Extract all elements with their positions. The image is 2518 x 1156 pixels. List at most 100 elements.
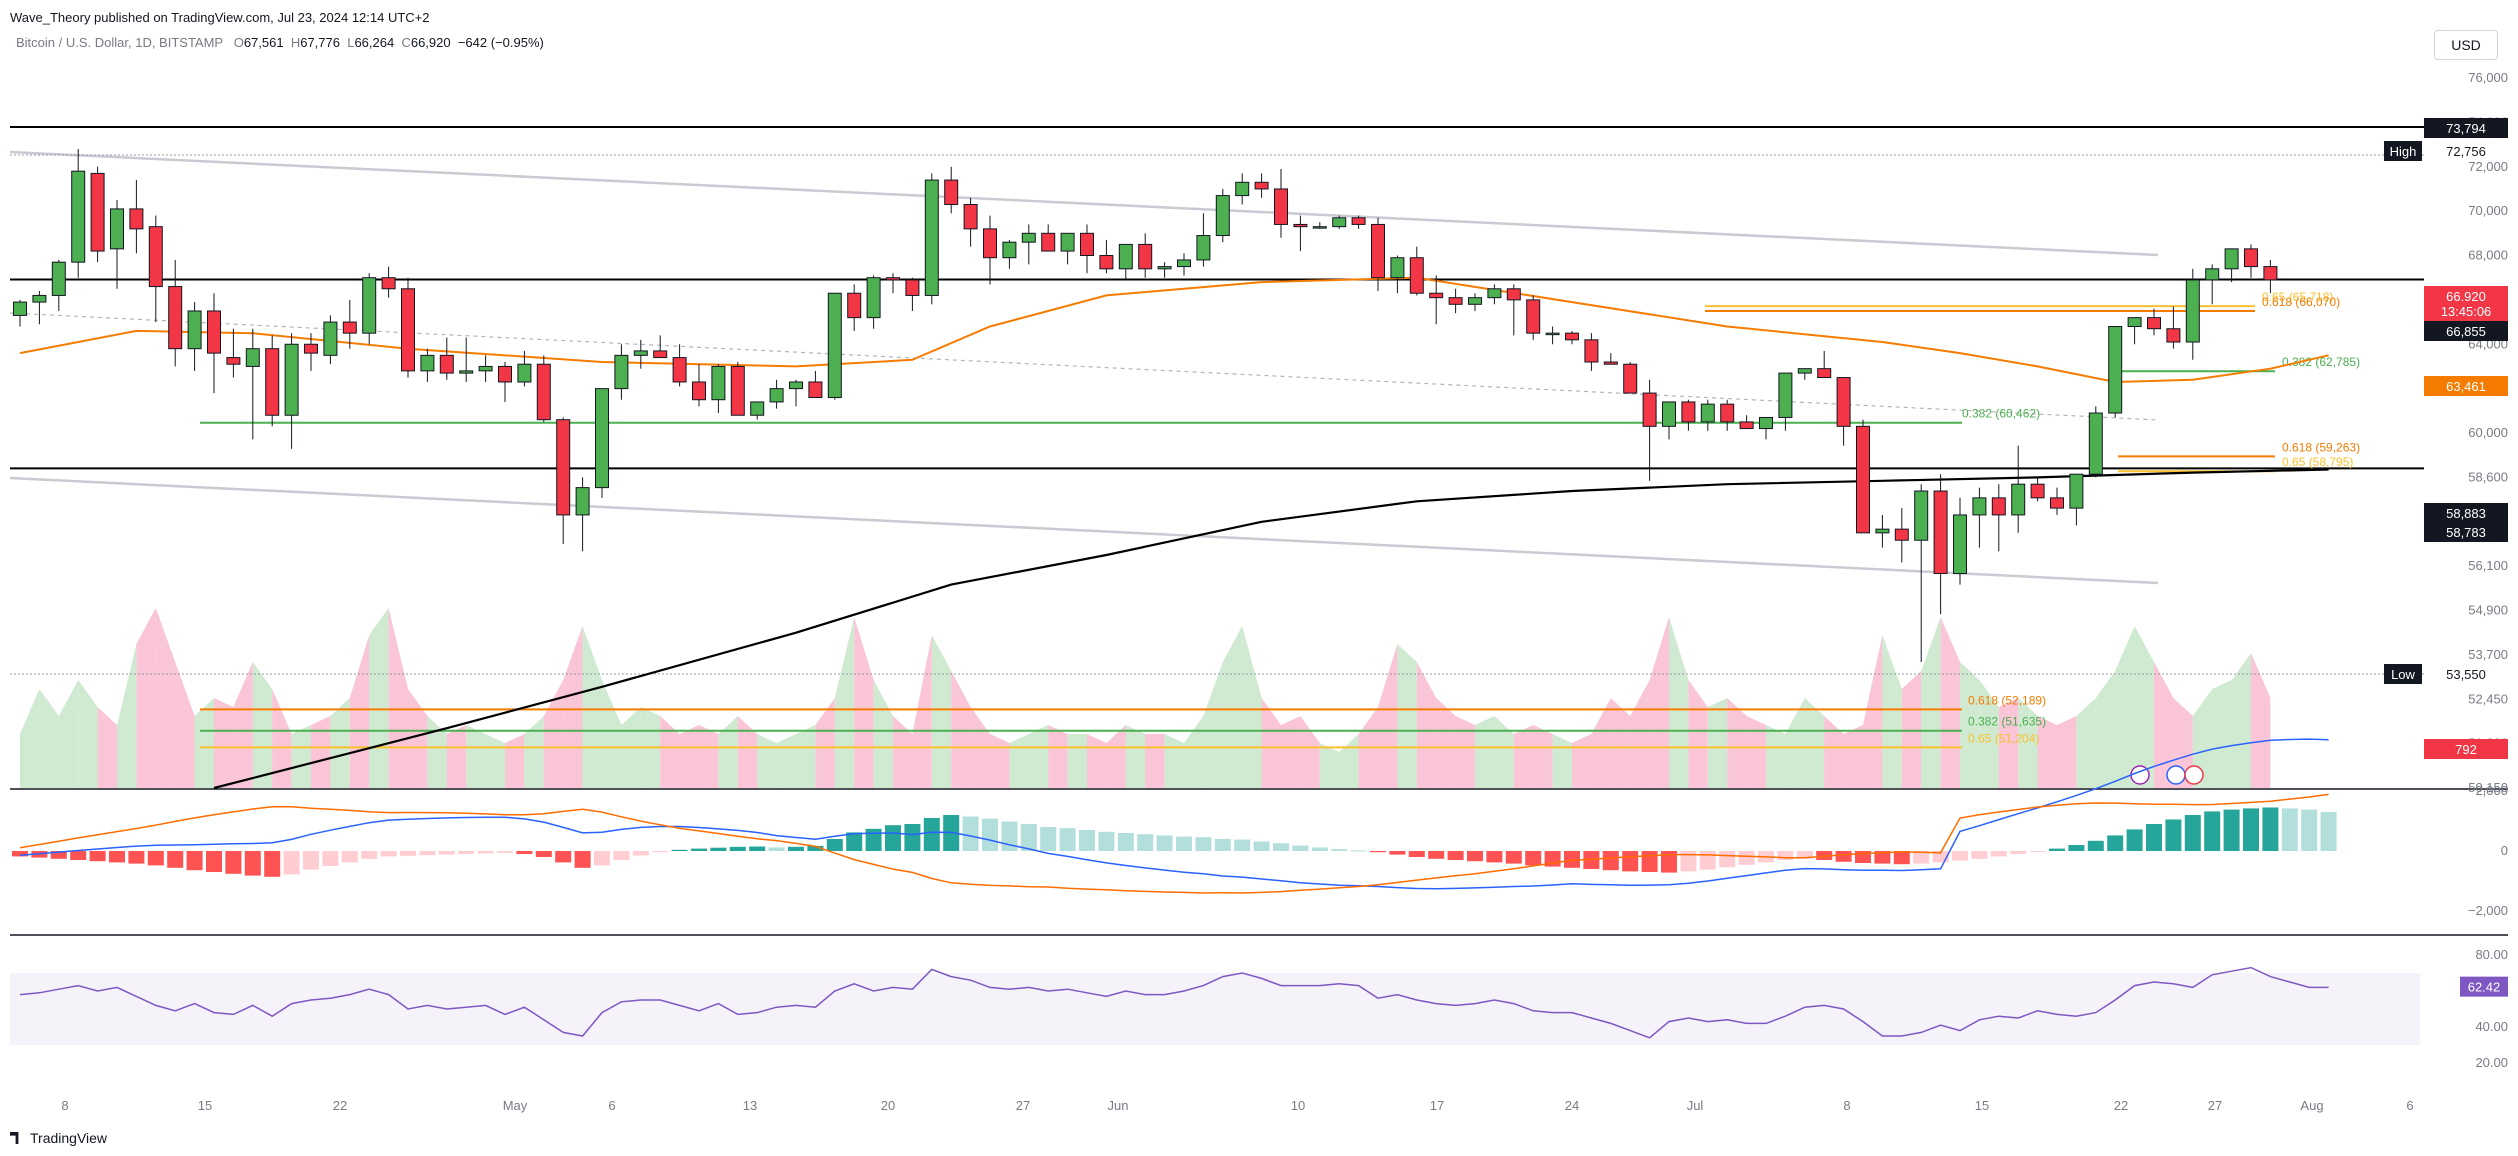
candle-body [1409,257,1424,294]
macd-histogram-bar [380,851,397,857]
symbol-name: Bitcoin / U.S. Dollar, 1D, BITSTAMP [16,35,223,50]
candle-body [129,208,144,230]
volume-area [1533,725,1553,788]
volume-area [2134,626,2154,788]
volume-area [1572,734,1592,788]
candle-body [2030,483,2045,499]
macd-histogram-bar [691,848,707,851]
volume-area [834,617,855,788]
volume-area [1707,698,1728,788]
candle-body [924,179,939,296]
candle-body [692,381,706,401]
time-axis-tick: Jun [1108,1098,1129,1113]
volume-area [1998,698,2019,788]
currency-button[interactable]: USD [2434,30,2498,60]
macd-histogram-bar [2087,840,2104,851]
channel-mid-line [9,312,2159,421]
macd-histogram-bar [1350,850,1367,852]
volume-area [1863,635,1883,788]
volume-area [369,608,389,788]
macd-histogram-bar [594,851,610,866]
change-value: −642 (−0.95%) [457,35,544,50]
volume-area [951,671,971,788]
macd-histogram-bar [1137,834,1154,851]
candle-body [2185,279,2200,343]
fib-level-label: 0.65 (65,718) [2262,290,2333,304]
candle-body [672,357,687,383]
publish-info: Wave_Theory published on TradingView.com… [10,10,430,25]
macd-histogram-bar [516,851,533,854]
volume-area [505,734,525,788]
candle-body [2244,248,2258,268]
rsi-value-badge-text: 62.42 [2468,980,2501,995]
candle-body [653,350,668,359]
macd-histogram-bar [1835,851,1852,862]
price-axis-badge [2424,301,2508,321]
macd-histogram-bar [768,847,785,851]
macd-histogram-bar [497,851,513,853]
candle-body [362,277,377,334]
candle-body [401,288,415,372]
macd-histogram-bar [1893,851,1910,865]
macd-histogram-bar [1990,851,2007,857]
volume-area [602,680,622,788]
volume-area [1746,716,1766,788]
macd-histogram-bar [2049,848,2065,851]
time-axis-tick: 13 [743,1098,757,1113]
candle-body [595,388,609,489]
time-axis-tick: 8 [1843,1098,1850,1113]
candle-body [1720,403,1735,423]
volume-area [291,725,311,788]
macd-histogram-bar [1622,851,1639,872]
price-axis-badge-text: 53,550 [2446,667,2486,682]
macd-histogram-bar [2184,815,2201,851]
candle-body [1080,232,1094,256]
candle-body [730,365,745,416]
macd-histogram-bar [2223,809,2240,851]
macd-histogram-bar [2126,829,2143,851]
candle-body [1351,217,1366,225]
candle-body [498,365,512,383]
price-axis-tick: 54,900 [2468,603,2508,618]
fib-level-label: 0.382 (51,635) [1968,715,2046,729]
candle-body [944,179,959,205]
macd-histogram-bar [962,816,979,851]
macd-histogram-bar [1156,835,1173,851]
time-axis-tick: May [503,1098,528,1113]
volume-area [311,716,331,788]
price-axis-tick: 50,150 [2468,780,2508,795]
volume-area [757,734,777,788]
candle-body [110,208,124,250]
high-value: 67,776 [300,35,340,50]
volume-area [893,716,913,788]
macd-histogram-bar [1738,851,1755,865]
volume-area [1106,725,1126,788]
macd-histogram-bar [1719,851,1736,868]
candle-body [614,354,629,390]
macd-histogram-bar [729,846,746,851]
time-axis-tick: 20 [881,1098,895,1113]
macd-histogram-bar [807,845,824,851]
volume-area [20,689,40,788]
candle-body [847,292,862,319]
macd-histogram-bar [2068,845,2085,851]
tradingview-footer[interactable]: TradingView [10,1130,107,1146]
macd-histogram-bar [1234,839,1251,851]
candle-body [1235,181,1250,197]
candle-body [1390,257,1405,279]
macd-histogram-bar [2010,851,2027,854]
candle-body [226,357,241,365]
volume-area [2251,653,2271,788]
macd-histogram-bar [671,849,688,851]
macd-signal-line [19,793,2329,894]
volume-area [1882,635,1902,788]
volume-area [796,725,816,788]
candle-body [1700,403,1715,423]
close-value: 66,920 [410,35,451,50]
volume-area [1048,725,1068,788]
volume-area [1727,698,1747,788]
rsi-axis-tick: 20.00 [2475,1055,2508,1070]
candle-body [1681,401,1696,423]
volume-area [582,626,602,788]
